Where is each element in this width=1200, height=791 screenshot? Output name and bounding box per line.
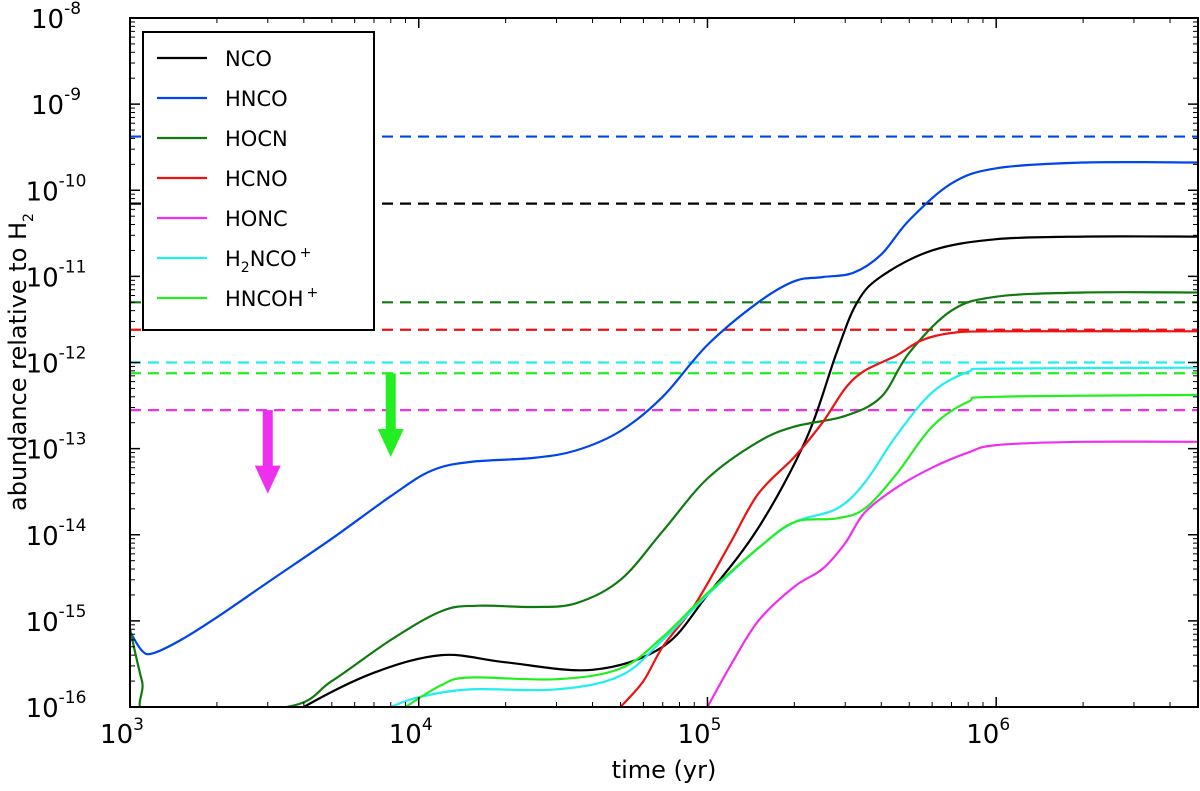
legend: NCO HNCO HOCN HCNO HONC H2NCO + HNCOH + bbox=[142, 31, 375, 331]
series-line-h2ncoplus bbox=[390, 366, 1198, 707]
legend-label: HONC bbox=[225, 207, 288, 231]
x-tick-label: 105 bbox=[677, 715, 721, 750]
y-tick-label: 10-15 bbox=[26, 602, 87, 638]
series-line-hocn bbox=[130, 291, 1198, 707]
series-line-hcno bbox=[619, 330, 1198, 707]
legend-item-h2ncoplus: H2NCO + bbox=[157, 245, 311, 276]
legend-label: HOCN bbox=[225, 127, 288, 151]
x-tick-label: 104 bbox=[389, 715, 433, 750]
y-tick-label: 10-12 bbox=[26, 344, 87, 380]
legend-label: NCO bbox=[225, 47, 272, 71]
legend-item-hncohplus: HNCOH + bbox=[157, 285, 318, 311]
y-axis-label-main: abundance relative to H bbox=[4, 222, 32, 511]
series-line-nco bbox=[130, 235, 1198, 707]
legend-item-hocn: HOCN bbox=[157, 127, 288, 151]
series-line-hncohplus bbox=[404, 393, 1198, 707]
legend-item-nco: NCO bbox=[157, 47, 272, 71]
upper-limit-arrow-1 bbox=[254, 410, 281, 494]
legend-label: HCNO bbox=[225, 167, 288, 191]
axis-ticks: 103 104 105 106 10-16 10-15 10-14 10-13 10-12 10-… bbox=[26, 0, 1199, 750]
y-tick-label: 10-11 bbox=[26, 257, 87, 293]
y-axis-label-subscript: 2 bbox=[21, 213, 37, 222]
x-tick-label: 106 bbox=[966, 715, 1010, 750]
y-tick-label: 10-10 bbox=[26, 171, 87, 207]
legend-box bbox=[142, 31, 375, 331]
y-tick-label: 10-9 bbox=[31, 85, 81, 121]
legend-label: H2NCO + bbox=[225, 245, 311, 276]
y-tick-label: 10-14 bbox=[26, 516, 87, 552]
x-axis-label: time (yr) bbox=[612, 756, 717, 784]
y-tick-label: 10-13 bbox=[26, 430, 87, 466]
legend-label: HNCOH + bbox=[225, 285, 318, 311]
observed-abundance-lines bbox=[130, 135, 1198, 412]
series-line-hnco bbox=[130, 160, 1198, 656]
upper-limit-arrows bbox=[254, 373, 404, 494]
legend-item-hnco: HNCO bbox=[157, 87, 288, 111]
legend-label: HNCO bbox=[225, 87, 288, 111]
legend-item-honc: HONC bbox=[157, 207, 288, 231]
upper-limit-arrow-2 bbox=[377, 373, 404, 457]
y-axis-label: abundance relative to H2 bbox=[4, 213, 37, 511]
series-line-honc bbox=[706, 440, 1198, 707]
legend-item-hcno: HCNO bbox=[157, 167, 288, 191]
y-tick-label: 10-16 bbox=[26, 688, 87, 724]
x-tick-label: 103 bbox=[100, 715, 144, 750]
y-tick-label: 10-8 bbox=[31, 0, 81, 35]
